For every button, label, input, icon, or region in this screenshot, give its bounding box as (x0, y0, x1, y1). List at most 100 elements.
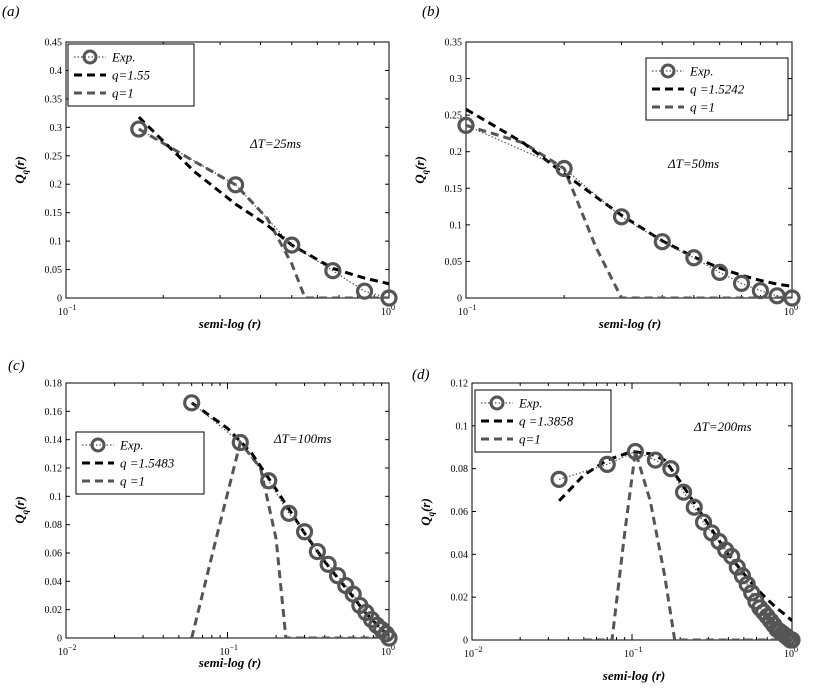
exp-point (295, 523, 314, 541)
y-tick-label: 0.1 (456, 421, 469, 432)
legend-label: q=1.55 (112, 68, 151, 83)
exp-point (380, 289, 398, 307)
y-tick-label: 0.1 (450, 220, 463, 231)
x-axis-label: semi-log (r) (598, 316, 661, 331)
panel-b: (b) 0 0.05 0.1 0.15 0.2 0.25 0.3 0.35 10−1 100 Exp.… (412, 4, 801, 331)
exp-point (226, 176, 245, 194)
exp-point (457, 116, 475, 134)
series-q1-line (466, 123, 792, 298)
legend: Exp. q=1.55 q=1 (67, 43, 195, 107)
delta-t-annotation: ΔT=100ms (273, 431, 332, 446)
legend-label: q =1 (120, 474, 145, 489)
exp-point (653, 233, 671, 251)
series-exp-line (138, 128, 389, 298)
exp-point (711, 263, 729, 281)
y-axis-label: Qq(r) (12, 496, 30, 524)
y-tick-label: 0.35 (445, 38, 463, 49)
x-tick-label: 10−1 (58, 303, 77, 318)
y-tick-label: 0.15 (45, 208, 63, 219)
exp-point (626, 442, 644, 461)
y-axis-label: Qq(r) (418, 498, 436, 526)
exp-point (598, 455, 616, 473)
x-tick-label: 100 (784, 645, 798, 660)
series-q1-line (583, 451, 792, 640)
y-tick-label: 0 (457, 294, 462, 305)
series-q1-line (138, 127, 389, 298)
y-tick-label: 0.16 (45, 407, 63, 418)
x-tick-label: 10−2 (58, 643, 77, 658)
exp-point (674, 483, 693, 501)
y-tick-label: 0.35 (45, 94, 63, 105)
y-tick-label: 0.18 (45, 379, 63, 390)
panel-d: (d) 0 0.02 0.04 0.06 0.08 0.1 0.12 10−2 10−1 100 Ex… (412, 367, 801, 683)
x-tick-label: 10−1 (624, 645, 643, 660)
legend-exp-swatch-marker (660, 63, 676, 79)
y-tick-label: 0.4 (50, 66, 63, 77)
legend-label: q=1 (112, 86, 134, 101)
y-tick-label: 0.2 (50, 180, 63, 191)
legend-label: Exp. (689, 64, 713, 79)
exp-point (612, 208, 631, 226)
exp-point (685, 498, 703, 516)
series-exp-line (466, 124, 792, 298)
exp-point (308, 542, 326, 561)
panel-label: (b) (422, 4, 440, 20)
x-tick-label: 100 (784, 303, 798, 318)
y-tick-label: 0.05 (445, 257, 463, 268)
exp-point (751, 282, 770, 300)
exp-point (738, 575, 756, 593)
delta-t-annotation: ΔT=25ms (249, 136, 301, 151)
exp-point (662, 460, 680, 478)
legend: Exp. q =1.3858 q=1 (474, 389, 612, 453)
legend-label: q =1.5483 (120, 456, 175, 471)
legend-label: q=1 (519, 432, 541, 447)
y-tick-label: 0 (57, 294, 62, 305)
y-tick-label: 0.08 (45, 520, 63, 531)
exp-point (183, 394, 201, 412)
legend-label: Exp. (119, 438, 143, 453)
y-tick-label: 0.02 (45, 605, 63, 616)
series-group (137, 116, 389, 298)
exp-point (685, 249, 703, 267)
y-tick-label: 0.1 (50, 237, 63, 248)
legend-exp-swatch-marker (82, 49, 98, 65)
exp-point (743, 584, 761, 602)
x-tick-label: 10−1 (458, 303, 477, 318)
y-tick-label: 0.2 (450, 147, 463, 158)
legend: Exp. q =1.5242 q =1 (645, 57, 789, 121)
exp-point (355, 282, 374, 300)
y-tick-label: 0.04 (451, 550, 469, 561)
x-tick-label: 100 (381, 643, 395, 658)
exp-point (328, 567, 347, 585)
legend-label: q =1 (690, 100, 715, 115)
x-axis-label: semi-log (r) (198, 316, 261, 331)
y-tick-label: 0.1 (50, 492, 63, 503)
y-tick-label: 0.3 (450, 74, 463, 85)
legend-exp-swatch-marker (489, 395, 505, 411)
y-tick-label: 0.15 (445, 184, 463, 195)
y-tick-label: 0.12 (451, 379, 469, 390)
y-tick-label: 0.05 (45, 265, 63, 276)
x-tick-label: 10−2 (464, 645, 483, 660)
exp-point (319, 555, 337, 573)
legend-label: Exp. (518, 396, 542, 411)
y-tick-label: 0.06 (45, 549, 63, 560)
exp-point (280, 504, 298, 522)
y-tick-label: 0 (57, 634, 62, 645)
y-tick-label: 0.12 (45, 464, 63, 475)
exp-point (380, 629, 398, 647)
y-tick-label: 0.08 (451, 464, 469, 475)
y-tick-label: 0.06 (451, 507, 469, 518)
exp-point (732, 274, 751, 292)
panel-label: (c) (8, 358, 25, 374)
plot-frame (65, 382, 390, 639)
series-fit-line (137, 116, 389, 286)
y-tick-label: 0 (463, 636, 468, 647)
y-tick-label: 0.25 (445, 111, 463, 122)
exp-point (783, 631, 801, 649)
y-tick-label: 0.04 (45, 577, 63, 588)
y-tick-label: 0.02 (451, 593, 469, 604)
y-tick-label: 0.14 (45, 435, 63, 446)
legend: Exp. q =1.5483 q =1 (75, 431, 205, 495)
